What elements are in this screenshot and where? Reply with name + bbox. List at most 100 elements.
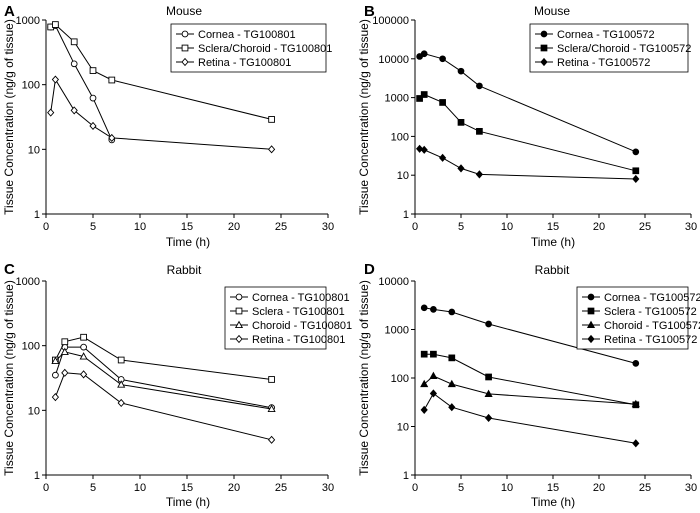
y-axis-label: Tissue Concentration (ng/g of tissue) [357, 280, 371, 476]
series-1 [420, 304, 640, 367]
data-point [79, 352, 88, 360]
legend-label: Retina - TG100801 [198, 57, 291, 69]
data-point [117, 398, 125, 408]
data-point [89, 94, 97, 102]
data-point [70, 106, 78, 115]
legend-item: Sclera - TG100572 [582, 306, 697, 318]
x-tick-label: 25 [275, 221, 287, 233]
panel-title: Mouse [534, 4, 570, 18]
data-point [430, 306, 437, 313]
y-tick-label: 1000 [385, 93, 409, 105]
data-point [420, 304, 428, 312]
legend: Cornea - TG100572 Sclera - TG100572 Choroi… [576, 286, 700, 350]
y-tick-label: 1 [34, 470, 40, 482]
legend-marker [586, 320, 596, 329]
data-point [476, 127, 483, 135]
legend-label: Cornea - TG100572 [604, 292, 700, 304]
legend-label: Retina - TG100572 [604, 334, 697, 346]
legend-label: Sclera/Choroid - TG100801 [198, 43, 332, 55]
x-tick-label: 25 [275, 482, 287, 494]
legend-label: Cornea - TG100801 [252, 292, 350, 304]
series-2 [47, 21, 275, 123]
legend-marker [540, 44, 548, 52]
y-tick-label: 100 [22, 341, 40, 353]
legend: Cornea - TG100801 Sclera/Choroid - TG1008… [170, 23, 332, 73]
y-tick-label: 100 [391, 131, 409, 143]
data-point [117, 356, 125, 364]
legend-marker [540, 57, 548, 67]
data-point [89, 67, 97, 74]
legend-label: Cornea - TG100572 [557, 29, 655, 41]
data-point [420, 91, 428, 98]
series-4 [420, 389, 640, 448]
x-tick-label: 30 [685, 482, 697, 494]
x-tick-label: 20 [228, 221, 240, 233]
y-tick-label: 1 [34, 209, 40, 221]
panel-title: Mouse [166, 4, 202, 18]
y-tick-label: 1 [403, 470, 409, 482]
legend-item: Choroid - TG100801 [230, 320, 352, 332]
x-tick-label: 20 [593, 482, 605, 494]
data-point [415, 144, 424, 153]
data-point [52, 21, 59, 28]
series-1 [416, 50, 640, 156]
data-point [420, 405, 428, 414]
legend-label: Choroid - TG100572 [604, 320, 700, 332]
x-tick-label: 10 [501, 221, 513, 233]
x-tick-label: 0 [412, 482, 418, 494]
data-point [61, 338, 69, 346]
x-tick-label: 20 [228, 482, 240, 494]
panel-title: Rabbit [535, 263, 570, 277]
x-tick-label: 30 [685, 221, 697, 233]
data-point [420, 50, 428, 58]
x-tick-label: 15 [181, 221, 193, 233]
data-point [457, 67, 465, 75]
data-point [60, 347, 69, 355]
data-point [61, 368, 69, 377]
legend-item: Sclera/Choroid - TG100572 [535, 43, 691, 55]
panel-letter: B [364, 3, 375, 20]
legend-item: Cornea - TG100801 [176, 29, 296, 41]
data-point [267, 404, 276, 413]
series-line [55, 351, 272, 410]
data-point [457, 119, 465, 126]
data-point [448, 354, 456, 362]
series-2 [416, 91, 640, 175]
data-point [51, 356, 60, 365]
x-tick-label: 10 [501, 482, 513, 494]
x-tick-label: 30 [322, 221, 334, 233]
y-tick-label: 1000 [16, 15, 40, 27]
y-tick-label: 100 [22, 80, 40, 92]
data-point [632, 167, 640, 175]
data-point [475, 170, 484, 179]
data-point [79, 370, 88, 379]
data-point [89, 121, 97, 131]
legend-item: Retina - TG100801 [176, 57, 291, 69]
panel-letter: D [364, 261, 375, 278]
data-point [485, 320, 492, 328]
data-point [457, 164, 465, 173]
data-point [420, 145, 428, 154]
x-tick-label: 15 [181, 482, 193, 494]
chart-panel-c: C Rabbit 0 5 10 15 20 25 30 1 10 100 1000 Time (h) Tis… [2, 261, 352, 509]
data-point [268, 116, 275, 123]
data-point [632, 148, 640, 156]
data-point [267, 145, 276, 154]
y-tick-label: 100000 [372, 15, 409, 27]
x-axis-label: Time (h) [166, 495, 210, 509]
legend-item: Cornea - TG100572 [582, 292, 700, 304]
y-tick-label: 10 [28, 144, 40, 156]
y-tick-label: 10 [28, 405, 40, 417]
y-axis-label: Tissue Concentration (ng/g of tissue) [357, 19, 371, 215]
y-tick-label: 100 [391, 373, 409, 385]
legend-item: Retina - TG100572 [535, 57, 650, 69]
data-point [416, 95, 423, 102]
series-3 [51, 347, 276, 413]
series-line [423, 392, 636, 444]
data-point [439, 55, 446, 63]
data-point [430, 350, 437, 358]
legend-label: Choroid - TG100801 [252, 320, 352, 332]
x-tick-label: 25 [639, 482, 651, 494]
data-point [267, 435, 276, 444]
